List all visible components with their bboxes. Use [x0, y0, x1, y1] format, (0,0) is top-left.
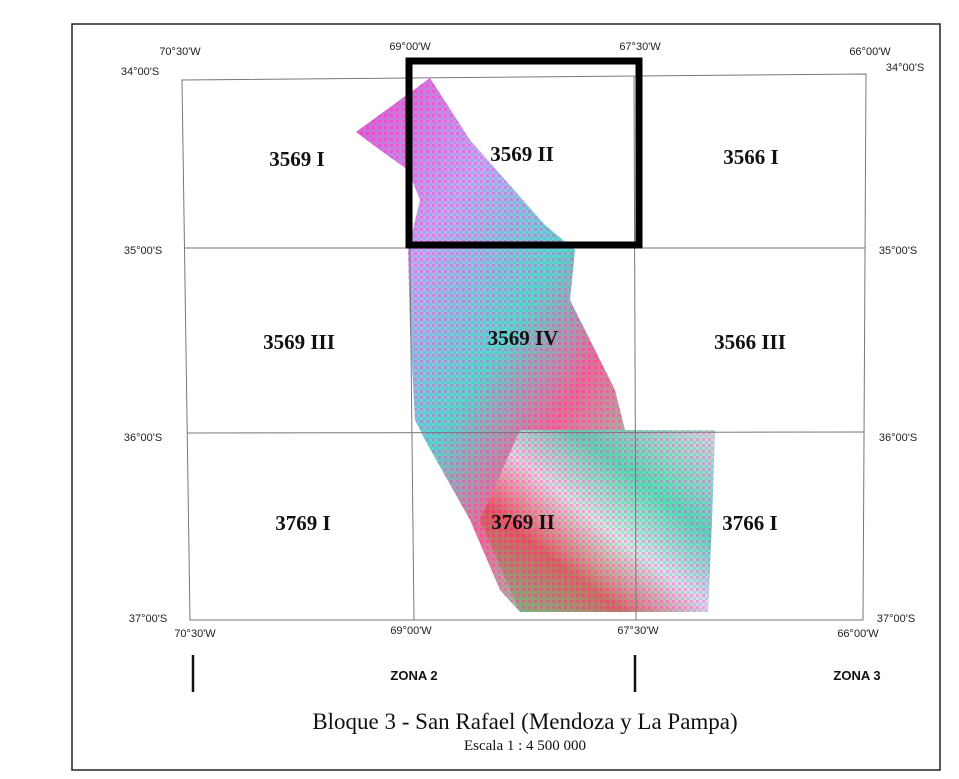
longitude-label: 66°00'W — [837, 628, 879, 640]
latitude-label: 34°00'S — [121, 66, 159, 78]
longitude-label: 70°30'W — [159, 46, 201, 58]
sheet-label: 3566 III — [714, 330, 786, 354]
sheet-label: 3769 II — [491, 510, 555, 534]
sheet-label: 3766 I — [722, 511, 777, 535]
longitude-label: 70°30'W — [174, 628, 216, 640]
longitude-label: 66°00'W — [849, 46, 891, 58]
highlight-box — [405, 57, 643, 249]
zone-label: ZONA 2 — [390, 668, 437, 683]
longitude-label: 69°00'W — [390, 625, 432, 637]
latitude-label: 37°00'S — [129, 613, 167, 625]
sheet-label: 3566 I — [723, 145, 778, 169]
latitude-label: 36°00'S — [124, 432, 162, 444]
sheet-label: 3569 I — [269, 147, 324, 171]
latitude-label: 34°00'S — [886, 62, 924, 74]
sheet-label: 3769 I — [275, 511, 330, 535]
longitude-label: 67°30'W — [617, 625, 659, 637]
map-title: Bloque 3 - San Rafael (Mendoza y La Pamp… — [312, 709, 737, 734]
latitude-label: 37°00'S — [877, 613, 915, 625]
longitude-label: 67°30'W — [619, 41, 661, 53]
frame — [71, 23, 941, 771]
latitude-label: 35°00'S — [879, 245, 917, 257]
satellite-image — [356, 78, 715, 612]
longitude-label: 69°00'W — [389, 41, 431, 53]
sheet-label: 3569 III — [263, 330, 335, 354]
map-scale: Escala 1 : 4 500 000 — [464, 738, 586, 754]
latitude-label: 36°00'S — [879, 432, 917, 444]
sheet-label: 3569 IV — [488, 326, 559, 350]
zone-label: ZONA 3 — [833, 668, 880, 683]
sheet-label: 3569 II — [490, 142, 554, 166]
latitude-label: 35°00'S — [124, 245, 162, 257]
